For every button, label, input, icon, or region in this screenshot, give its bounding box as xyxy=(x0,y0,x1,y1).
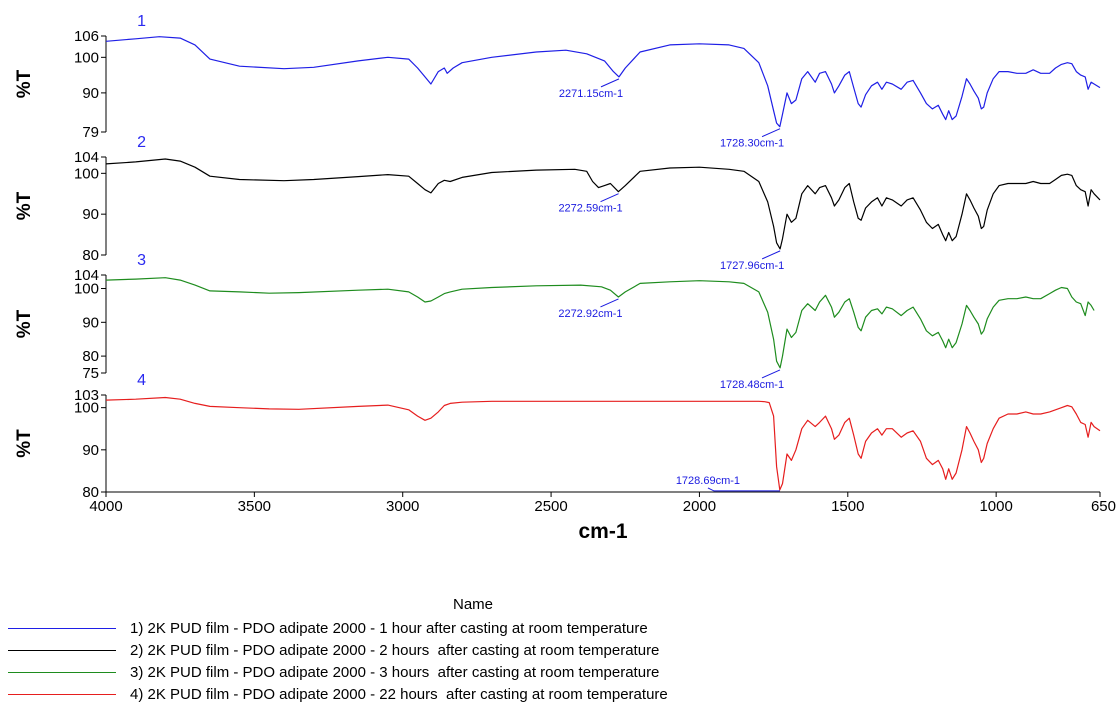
y-tick-label: 104 xyxy=(74,149,99,166)
y-tick-label: 100 xyxy=(74,49,99,66)
peak-annotation: 1728.30cm-1 xyxy=(720,138,784,150)
legend-item-3: 3) 2K PUD film - PDO adipate 2000 - 3 ho… xyxy=(8,662,659,682)
y-axis-label: %T xyxy=(14,69,35,98)
peak-annotation: 2272.92cm-1 xyxy=(558,308,622,320)
panel-number: 3 xyxy=(137,252,146,269)
x-tick-label: 4000 xyxy=(89,498,122,515)
y-tick-label: 80 xyxy=(82,484,99,501)
legend-item-2: 2) 2K PUD film - PDO adipate 2000 - 2 ho… xyxy=(8,640,659,660)
panel-number: 2 xyxy=(137,134,146,151)
panel-1: 79 90 100 106 %T 1 2271.15cm-1 1728.30cm-1 xyxy=(14,13,1101,150)
peak-annotation-leader xyxy=(600,78,620,88)
y-tick-label: 80 xyxy=(82,247,99,264)
y-tick-label: 90 xyxy=(82,314,99,331)
peak-annotation: 2272.59cm-1 xyxy=(558,203,622,215)
x-axis-label: cm-1 xyxy=(578,520,627,543)
x-tick-label: 3500 xyxy=(238,498,271,515)
y-tick-label: 104 xyxy=(74,267,99,284)
legend-item-1: 1) 2K PUD film - PDO adipate 2000 - 1 ho… xyxy=(8,618,648,638)
y-tick-label: 90 xyxy=(82,206,99,223)
legend-label-1: 1) 2K PUD film - PDO adipate 2000 - 1 ho… xyxy=(130,619,648,637)
peak-annotation-leader xyxy=(600,193,619,203)
y-tick-label: 90 xyxy=(82,442,99,459)
legend-swatch-1 xyxy=(8,627,116,629)
panel-number: 4 xyxy=(137,372,146,389)
y-tick-label: 75 xyxy=(82,365,99,382)
peak-annotation: 1727.96cm-1 xyxy=(720,260,784,272)
y-axis-label: %T xyxy=(14,191,35,220)
peak-annotation-leader xyxy=(761,128,781,138)
x-tick-label: 3000 xyxy=(386,498,419,515)
peak-annotation-leader xyxy=(707,487,780,492)
spectrum-line-1 xyxy=(105,36,1101,128)
x-tick-label: 2500 xyxy=(534,498,567,515)
y-tick-label: 80 xyxy=(82,348,99,365)
y-axis-label: %T xyxy=(14,309,35,338)
legend-title: Name xyxy=(453,596,494,613)
legend-label-4: 4) 2K PUD film - PDO adipate 2000 - 22 h… xyxy=(130,685,668,703)
legend-swatch-3 xyxy=(8,671,116,673)
y-tick-label: 79 xyxy=(82,124,99,141)
legend-label-3: 3) 2K PUD film - PDO adipate 2000 - 3 ho… xyxy=(130,663,660,681)
y-axis-label: %T xyxy=(14,429,35,458)
spectrum-line-2 xyxy=(105,158,1101,250)
ir-spectra-chart: 79 90 100 106 %T 1 2271.15cm-1 1728.30cm-1 80 90 1… xyxy=(14,13,1116,543)
y-tick-label: 106 xyxy=(74,28,99,45)
y-tick-label: 100 xyxy=(74,165,99,182)
legend-item-4: 4) 2K PUD film - PDO adipate 2000 - 22 h… xyxy=(8,684,668,704)
x-tick-label: 1500 xyxy=(831,498,864,515)
legend-swatch-4 xyxy=(8,693,116,695)
x-tick-label: 1000 xyxy=(979,498,1012,515)
peak-annotation: 1728.48cm-1 xyxy=(720,379,784,391)
y-tick-label: 103 xyxy=(74,387,99,404)
legend-label-2: 2) 2K PUD film - PDO adipate 2000 - 2 ho… xyxy=(130,641,660,659)
peak-annotation-leader xyxy=(761,250,781,260)
chart-svg: 79 90 100 106 %T 1 2271.15cm-1 1728.30cm-1 80 90 1… xyxy=(14,13,1116,543)
y-tick-label: 100 xyxy=(74,400,99,417)
panel-number: 1 xyxy=(137,13,146,30)
y-tick-label: 100 xyxy=(74,281,99,298)
legend-swatch-2 xyxy=(8,649,116,651)
x-tick-label: 2000 xyxy=(683,498,716,515)
peak-annotation: 2271.15cm-1 xyxy=(559,88,623,100)
spectrum-line-3 xyxy=(105,277,1095,369)
y-tick-label: 90 xyxy=(82,85,99,102)
peak-annotation-leader xyxy=(761,369,781,379)
peak-annotation-leader xyxy=(600,298,619,308)
spectrum-line-4 xyxy=(105,396,1101,491)
x-tick-label: 650 xyxy=(1091,498,1116,515)
peak-annotation: 1728.69cm-1 xyxy=(676,475,740,487)
